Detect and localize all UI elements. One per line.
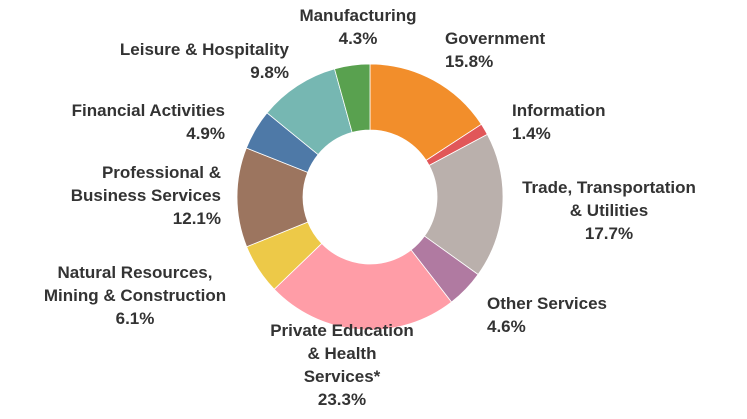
- slice-value-label: 23.3%: [318, 390, 366, 409]
- slice-name-label: Manufacturing: [299, 6, 416, 25]
- slice-value-label: 17.7%: [585, 224, 633, 243]
- donut-slice: [423, 133, 504, 276]
- slice-name-label: Leisure & Hospitality: [120, 40, 290, 59]
- slice-name-label: Professional &: [102, 163, 221, 182]
- slice-value-label: 4.9%: [186, 124, 225, 143]
- slice-value-label: 4.3%: [339, 29, 378, 48]
- slice-label: Private Education & Health Services* 23.3%: [270, 321, 414, 409]
- slice-label: Leisure & Hospitality 9.8%: [120, 40, 290, 82]
- slice-name-label: & Utilities: [570, 201, 648, 220]
- slice-value-label: 15.8%: [445, 52, 493, 71]
- slice-name-label: Business Services: [71, 186, 221, 205]
- slice-label: Professional & Business Services 12.1%: [71, 163, 221, 228]
- slice-name-label: & Health: [308, 344, 377, 363]
- slice-name-label: Mining & Construction: [44, 286, 226, 305]
- slice-name-label: Services*: [304, 367, 381, 386]
- slice-label: Information 1.4%: [512, 101, 606, 143]
- donut-slices: [236, 63, 504, 331]
- slice-name-label: Natural Resources,: [58, 263, 213, 282]
- slice-value-label: 1.4%: [512, 124, 551, 143]
- slice-label: Financial Activities 4.9%: [72, 101, 225, 143]
- slice-label: Natural Resources, Mining & Construction 6…: [44, 263, 226, 328]
- slice-name-label: Government: [445, 29, 545, 48]
- donut-slice: [334, 63, 371, 133]
- slice-name-label: Information: [512, 101, 606, 120]
- slice-value-label: 6.1%: [116, 309, 155, 328]
- slice-label: Government 15.8%: [445, 29, 545, 71]
- slice-value-label: 4.6%: [487, 317, 526, 336]
- slice-labels: Government 15.8% Information 1.4% Trade, Tra…: [44, 6, 696, 409]
- slice-label: Trade, Transportation & Utilities 17.7%: [522, 178, 696, 243]
- slice-name-label: Private Education: [270, 321, 414, 340]
- slice-name-label: Financial Activities: [72, 101, 225, 120]
- slice-label: Other Services 4.6%: [487, 294, 607, 336]
- slice-name-label: Other Services: [487, 294, 607, 313]
- slice-value-label: 12.1%: [173, 209, 221, 228]
- slice-label: Manufacturing 4.3%: [299, 6, 416, 48]
- slice-value-label: 9.8%: [250, 63, 289, 82]
- slice-name-label: Trade, Transportation: [522, 178, 696, 197]
- donut-slice: [273, 242, 453, 331]
